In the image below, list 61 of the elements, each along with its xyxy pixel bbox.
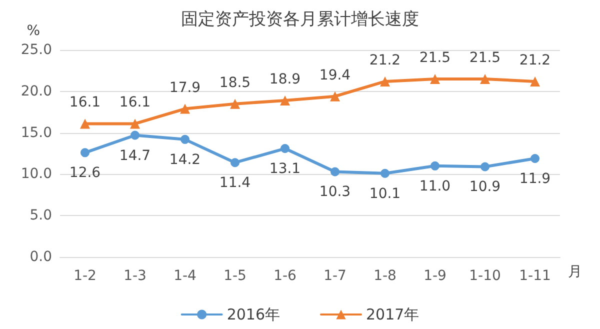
point: [80, 118, 90, 129]
point: [180, 104, 190, 114]
x-tick-label: 1-3: [124, 268, 146, 284]
point: [330, 167, 340, 176]
point: [530, 154, 540, 163]
point: [180, 134, 190, 144]
x-tick-label: 1-2: [74, 268, 96, 284]
x-tick-label: 1-7: [324, 268, 346, 284]
point: [380, 76, 390, 86]
data-label: 17.9: [169, 80, 201, 96]
data-label: 21.5: [469, 50, 501, 66]
data-label: 12.6: [69, 165, 101, 182]
data-label: 11.9: [519, 170, 551, 187]
x-tick-label: 1-10: [469, 268, 501, 284]
legend-label: 2016年: [226, 306, 280, 324]
point: [230, 158, 240, 168]
legend-label: 2017年: [366, 306, 420, 324]
point: [530, 76, 540, 86]
data-label: 10.1: [369, 186, 401, 202]
point: [480, 162, 490, 172]
data-label: 13.1: [269, 161, 301, 178]
point: [380, 168, 390, 178]
data-label: 21.2: [369, 52, 401, 68]
x-tick-label: 1-6: [274, 268, 297, 284]
data-label: 16.1: [119, 94, 151, 111]
x-tick-label: 1-5: [224, 268, 246, 284]
x-tick-label: 1-8: [374, 268, 396, 284]
y-tick-label: 0.0: [30, 249, 52, 265]
point: [280, 144, 290, 154]
data-label: 21.2: [519, 52, 551, 68]
x-axis-title: 月: [568, 264, 582, 280]
data-label: 18.5: [219, 74, 251, 91]
data-label: 11.0: [419, 178, 451, 194]
y-tick-label: 5.0: [30, 208, 52, 224]
data-label: 11.4: [219, 175, 251, 192]
point: [130, 130, 140, 140]
data-label: 16.1: [69, 94, 101, 111]
data-label: 19.4: [319, 67, 351, 84]
point: [330, 91, 340, 102]
x-tick-label: 1-11: [519, 268, 551, 284]
data-label: 10.9: [469, 179, 501, 196]
data-label: 14.2: [169, 152, 201, 168]
y-tick-label: 15.0: [20, 124, 52, 141]
y-axis-title: %: [26, 23, 40, 39]
y-tick-label: 20.0: [20, 83, 52, 100]
chart-title: 固定资产投资各月累计增长速度: [181, 10, 419, 30]
data-label: 18.9: [269, 72, 301, 88]
point: [230, 98, 240, 109]
x-tick-label: 1-4: [174, 268, 197, 284]
data-label: 14.7: [119, 148, 151, 164]
y-tick-label: 10.0: [20, 166, 52, 182]
point: [480, 74, 490, 84]
point: [430, 161, 440, 170]
point: [280, 96, 290, 106]
point: [130, 118, 140, 129]
data-label: 21.5: [419, 50, 451, 66]
point: [430, 74, 440, 84]
data-label: 10.3: [319, 184, 351, 200]
x-tick-label: 1-9: [424, 268, 446, 284]
point: [80, 148, 90, 158]
y-tick-label: 25.0: [20, 42, 52, 58]
